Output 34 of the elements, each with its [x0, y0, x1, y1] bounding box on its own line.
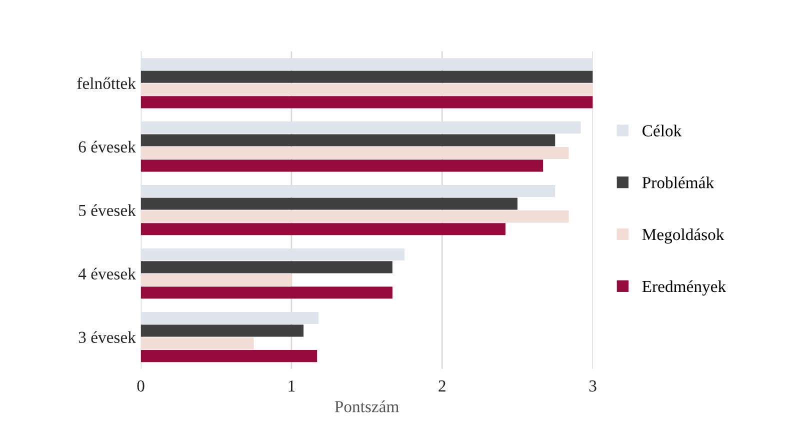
y-tick-label: 5 évesek — [79, 204, 136, 216]
y-tick-label: felnőttek — [77, 77, 136, 90]
bar — [140, 223, 506, 236]
x-tick-label: 2 — [438, 380, 446, 392]
bar — [140, 261, 392, 274]
bar — [140, 198, 518, 210]
bar — [140, 96, 593, 108]
bar — [140, 324, 304, 337]
bar — [140, 160, 544, 172]
bar — [140, 350, 318, 362]
bar — [140, 337, 254, 350]
bar — [140, 274, 292, 286]
bar — [140, 70, 593, 83]
bar — [140, 122, 581, 134]
bar — [140, 83, 593, 96]
bar — [140, 134, 556, 146]
bar — [140, 286, 392, 299]
x-axis-title: Pontszám — [334, 400, 399, 412]
bar — [140, 312, 319, 324]
legend-label: Célok — [642, 124, 682, 136]
bar — [140, 210, 569, 222]
legend-label: Megoldások — [642, 228, 724, 244]
y-tick-label: 3 évesek — [78, 331, 136, 343]
bar — [140, 146, 569, 159]
bar — [140, 58, 593, 70]
y-tick-label: 4 évesek — [78, 268, 136, 280]
legend-label: Eredmények — [642, 280, 726, 296]
bar — [140, 248, 404, 261]
legend-label: Problémák — [642, 176, 714, 188]
x-tick-label: 3 — [589, 380, 596, 392]
x-tick-label: 1 — [288, 380, 295, 392]
x-tick-label: 0 — [137, 380, 144, 392]
bar — [140, 185, 556, 198]
y-tick-label: 6 évesek — [78, 140, 136, 153]
